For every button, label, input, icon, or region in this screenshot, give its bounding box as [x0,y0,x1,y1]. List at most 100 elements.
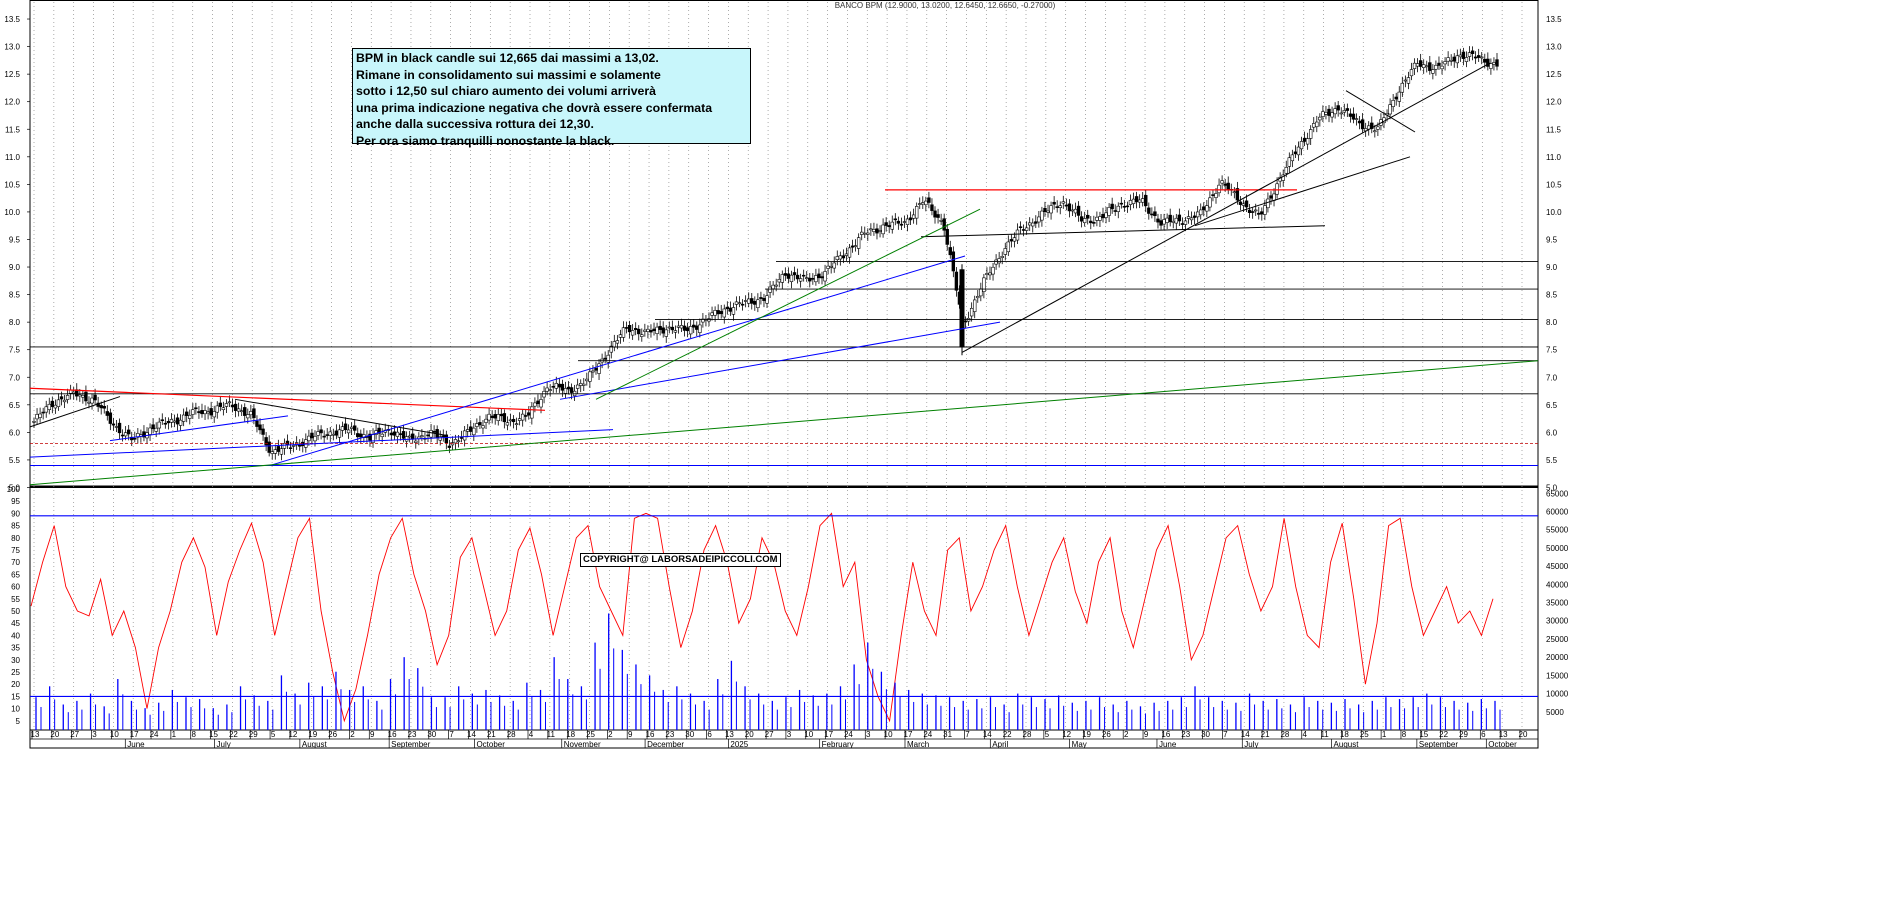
day-tick-label: 6 [707,730,712,739]
day-tick-label: 12 [1062,730,1071,739]
oscillator-tick-label: 40 [11,631,20,640]
candle-body [603,357,607,360]
black-trend-line [920,225,1326,238]
candle-body [255,420,259,427]
candle-body [349,426,354,429]
day-tick-label: 22 [1003,730,1012,739]
candle-body [725,306,730,310]
candle-body [1312,123,1316,128]
candle-body [1421,64,1426,68]
candle-body [1302,137,1307,142]
candle-body [35,414,39,420]
candle-body [1241,203,1246,206]
candle-body [175,417,180,425]
candle-body [658,325,662,330]
oscillator-tick-label: 60 [11,583,20,592]
day-tick-label: 23 [408,730,417,739]
crash-candle-body [959,269,965,348]
candle-body [1418,60,1423,67]
candle-body [798,278,803,282]
candle-body [1119,202,1124,205]
day-tick-label: 13 [1499,730,1508,739]
day-tick-label: 7 [965,730,970,739]
day-tick-label: 14 [983,730,992,739]
candle-body [1263,205,1267,215]
candle-body [151,424,155,430]
volume-tick-label: 40000 [1546,580,1569,589]
candle-body [847,247,852,258]
candle-body [579,383,583,386]
candle-body [1186,216,1191,219]
candle-body [750,298,754,304]
candle-body [1333,108,1337,115]
candle-body [936,214,940,218]
oscillator-tick-label: 70 [11,558,20,567]
candle-body [276,446,281,452]
candle-body [1489,63,1493,69]
candle-body [820,276,824,279]
candle-body [462,430,467,441]
candle-body [890,221,894,230]
candle-body [1082,218,1087,224]
candle-body [1336,105,1340,111]
candle-body [1180,223,1185,225]
candle-body [279,448,284,455]
candle-body [927,197,931,203]
rsi-line [30,512,1494,723]
price-tick-label-left: 12.5 [4,70,20,79]
candle-body [487,413,491,421]
candle-body [728,307,733,312]
candle-body [206,411,210,414]
oscillator-tick-label: 35 [11,644,20,653]
month-label: October [476,740,505,749]
candle-body [695,325,699,330]
candle-body [282,442,287,449]
candle-body [233,403,238,411]
candle-body [667,326,671,329]
candle-body [215,405,219,413]
candle-body [1440,65,1444,70]
candle-body [72,391,76,394]
candle-body [933,210,937,218]
black-uptrend-line [961,62,1491,353]
price-tick-label-left: 9.0 [9,263,21,272]
candle-body [389,432,394,436]
oscillator-tick-label: 50 [11,607,20,616]
candle-body [1250,211,1255,213]
day-tick-label: 19 [1082,730,1091,739]
price-tick-label-left: 5.0 [9,483,21,492]
candle-body [615,340,620,344]
price-panel-frame [29,0,1539,487]
candle-body [866,232,870,235]
candle-body [560,383,565,391]
candle-body [1254,209,1258,212]
candle-body [557,383,562,388]
candle-body [633,328,638,330]
candle-body [261,428,265,435]
candle-body [1275,183,1279,195]
candle-body [1397,91,1401,102]
price-tick-label-left: 13.5 [4,15,20,24]
candle-body [1431,69,1435,74]
candle-body [811,278,815,280]
candle-body [914,206,919,219]
candle-body [1202,206,1206,211]
day-tick-label: 29 [1459,730,1468,739]
candle-body [1208,197,1212,208]
candle-body [1318,116,1322,121]
month-label: September [1419,740,1458,749]
price-tick-label-left: 9.5 [9,235,21,244]
chart-title: BANCO BPM (12.9000, 13.0200, 12.6450, 12… [834,1,1056,10]
candle-body [1150,213,1154,216]
candle-body [1452,56,1456,62]
candle-body [1156,218,1160,223]
candle-body [252,408,256,419]
candle-body [1330,112,1334,118]
candle-body [1055,206,1059,208]
volume-tick-label: 55000 [1546,526,1569,535]
candle-body [527,412,531,416]
candle-body [878,230,882,232]
candle-body [893,218,898,221]
candle-body [679,325,684,329]
candle-body [585,378,589,382]
